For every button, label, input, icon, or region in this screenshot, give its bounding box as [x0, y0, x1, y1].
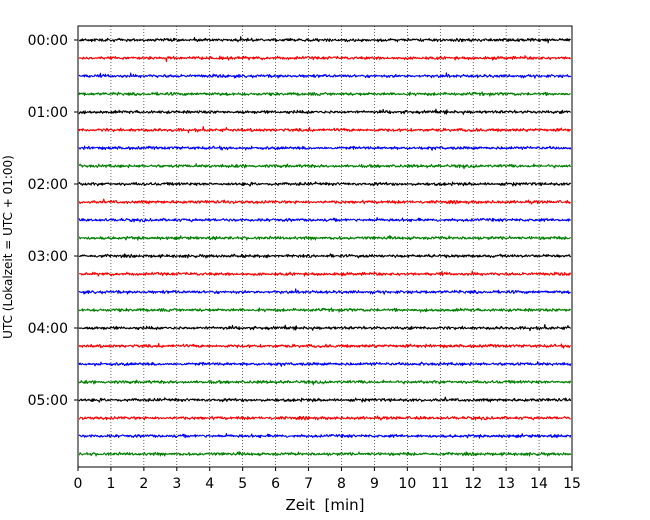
trace-line: [78, 108, 571, 115]
trace-line: [78, 72, 572, 79]
trace-line: [78, 198, 571, 205]
x-tick-label: 13: [497, 476, 515, 492]
x-tick-label: 10: [398, 476, 416, 492]
x-tick-label: 12: [464, 476, 482, 492]
plot-frame: [77, 25, 573, 468]
trace-line: [78, 396, 572, 403]
y-tick-label: 03:00: [28, 249, 68, 265]
trace-line: [78, 307, 572, 313]
y-axis: 00:00 01:00 02:00 03:00 04:00 05:00: [28, 33, 78, 409]
trace-line: [78, 361, 572, 367]
x-tick-label: 8: [337, 476, 346, 492]
y-tick-label: 04:00: [28, 321, 68, 337]
trace-line: [78, 270, 572, 277]
y-tick-label: 02:00: [28, 177, 68, 193]
seismic-traces: [78, 36, 572, 457]
x-tick-label: 0: [74, 476, 83, 492]
y-tick-label: 01:00: [28, 105, 68, 121]
x-tick-label: 2: [139, 476, 148, 492]
trace-line: [78, 288, 572, 295]
trace-line: [78, 91, 571, 97]
x-tick-label: 14: [530, 476, 548, 492]
trace-line: [78, 125, 572, 134]
trace-line: [78, 235, 572, 241]
trace-line: [78, 55, 572, 63]
trace-line: [78, 432, 572, 439]
x-tick-label: 7: [304, 476, 313, 492]
x-axis: 0 1 2 3 4 5 6 7 8 9 10 11 12 13 14 15: [74, 467, 581, 492]
trace-line: [78, 342, 572, 349]
x-tick-label: 9: [370, 476, 379, 492]
trace-line: [78, 451, 572, 457]
x-tick-label: 15: [563, 476, 581, 492]
trace-line: [78, 379, 572, 386]
y-tick-label: 00:00: [28, 33, 68, 49]
x-axis-label: Zeit [min]: [285, 496, 364, 514]
x-tick-label: 4: [205, 476, 214, 492]
y-tick-label: 05:00: [28, 393, 68, 409]
x-tick-label: 3: [172, 476, 181, 492]
y-axis-label: UTC (Lokalzeit = UTC + 01:00): [1, 155, 15, 339]
x-tick-label: 5: [238, 476, 247, 492]
trace-line: [78, 36, 571, 44]
trace-line: [78, 145, 572, 151]
trace-line: [78, 253, 572, 259]
trace-line: [78, 323, 571, 332]
trace-line: [78, 216, 572, 223]
trace-line: [78, 415, 572, 421]
trace-line: [78, 163, 572, 170]
x-tick-label: 11: [431, 476, 449, 492]
x-tick-label: 1: [106, 476, 115, 492]
x-tick-label: 6: [271, 476, 280, 492]
trace-line: [78, 181, 572, 187]
